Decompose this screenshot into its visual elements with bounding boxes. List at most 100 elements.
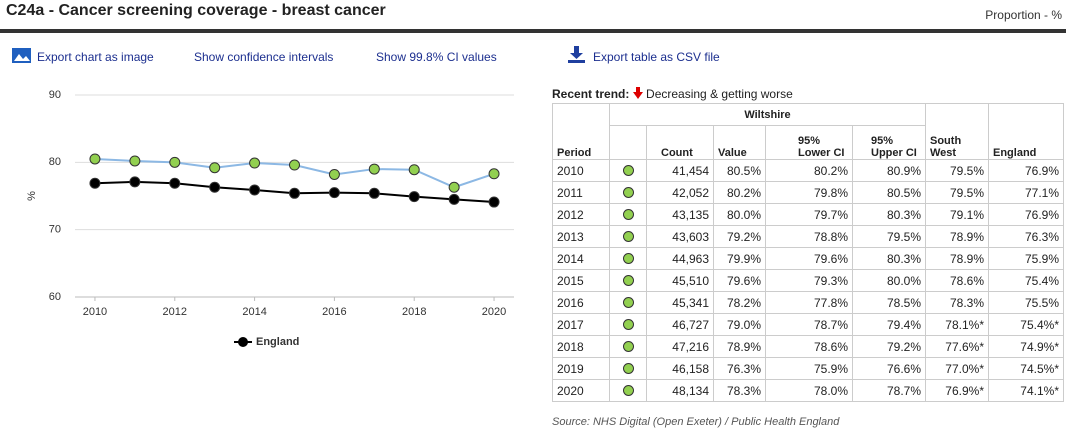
value-cell: 80.9% — [852, 159, 926, 182]
table-row: 2020 48,134 78.3% 78.0% 78.7% 76.9%* 74.1%* — [552, 379, 1064, 402]
value-cell: 78.1%* — [925, 313, 989, 336]
value-cell: 78.6% — [765, 335, 853, 358]
data-point — [89, 177, 101, 189]
value-cell: 75.5% — [988, 291, 1064, 314]
data-point — [169, 177, 181, 189]
header-cell: 95% Upper CI — [852, 125, 926, 160]
status-cell — [609, 203, 647, 226]
legend-marker — [238, 337, 248, 347]
value-cell: 76.9% — [988, 159, 1064, 182]
data-point — [289, 159, 300, 171]
table-row: 2019 46,158 76.3% 75.9% 76.6% 77.0%* 74.5%* — [552, 357, 1064, 380]
export-image-link[interactable]: Export chart as image — [37, 50, 154, 64]
value-cell: 78.7% — [852, 379, 926, 402]
unit-label: Proportion - % — [985, 8, 1062, 22]
period-cell: 2017 — [552, 313, 610, 336]
value-cell: 78.0% — [765, 379, 853, 402]
value-cell: 78.6% — [925, 269, 989, 292]
export-csv-link[interactable]: Export table as CSV file — [593, 50, 720, 64]
image-icon — [12, 48, 31, 63]
value-cell: 79.6% — [713, 269, 766, 292]
status-dot — [622, 385, 634, 396]
value-cell: 76.3% — [988, 225, 1064, 248]
period-cell: 2019 — [552, 357, 610, 380]
value-cell: 78.9% — [925, 247, 989, 270]
value-cell: 44,963 — [646, 247, 714, 270]
value-cell: 79.2% — [852, 335, 926, 358]
period-cell: 2011 — [552, 181, 610, 204]
status-cell — [609, 159, 647, 182]
page-title: C24a - Cancer screening coverage - breas… — [6, 2, 386, 19]
table-row: 2012 43,135 80.0% 79.7% 80.3% 79.1% 76.9% — [552, 203, 1064, 226]
value-cell: 80.5% — [713, 159, 766, 182]
status-cell — [609, 291, 647, 314]
table-row: 2017 46,727 79.0% 78.7% 79.4% 78.1%* 75.4%* — [552, 313, 1064, 336]
value-cell: 79.7% — [765, 203, 853, 226]
data-table: Period Wiltshire South West England Coun… — [552, 103, 1064, 402]
value-cell: 80.0% — [713, 203, 766, 226]
status-dot — [622, 275, 634, 286]
value-cell: 78.3% — [925, 291, 989, 314]
title-rule — [0, 29, 1066, 33]
value-cell: 45,341 — [646, 291, 714, 314]
ci-values-link[interactable]: Show 99.8% CI values — [376, 50, 497, 64]
value-cell: 78.3% — [713, 379, 766, 402]
y-tick-label: 90 — [49, 89, 61, 101]
trend-label: Recent trend: — [552, 87, 630, 101]
header-cell: Period — [552, 103, 610, 160]
data-point — [488, 196, 500, 208]
legend-label: England — [256, 336, 299, 348]
value-cell: 77.6%* — [925, 335, 989, 358]
status-cell — [609, 335, 647, 358]
x-tick-label: 2010 — [83, 306, 107, 318]
header-cell: 95% Lower CI — [765, 125, 853, 160]
header-cell: South West — [925, 103, 989, 160]
status-dot — [622, 165, 634, 176]
value-cell: 79.9% — [713, 247, 766, 270]
data-point — [209, 162, 221, 174]
value-cell: 77.8% — [765, 291, 853, 314]
confidence-link[interactable]: Show confidence intervals — [194, 50, 334, 64]
status-cell — [609, 357, 647, 380]
period-cell: 2014 — [552, 247, 610, 270]
value-cell: 48,134 — [646, 379, 714, 402]
value-cell: 79.4% — [852, 313, 926, 336]
header-cell: England — [988, 103, 1064, 160]
status-dot — [622, 253, 634, 264]
value-cell: 74.9%* — [988, 335, 1064, 358]
table-row: 2015 45,510 79.6% 79.3% 80.0% 78.6% 75.4% — [552, 269, 1064, 292]
value-cell: 47,216 — [646, 335, 714, 358]
data-point — [368, 163, 380, 175]
table-row: 2013 43,603 79.2% 78.8% 79.5% 78.9% 76.3% — [552, 225, 1064, 248]
value-cell: 75.4% — [988, 269, 1064, 292]
value-cell: 74.1%* — [988, 379, 1064, 402]
data-point — [328, 168, 340, 180]
status-dot — [622, 363, 634, 374]
status-dot — [622, 231, 634, 242]
value-cell: 43,135 — [646, 203, 714, 226]
value-cell: 75.9% — [765, 357, 853, 380]
value-cell: 78.9% — [713, 335, 766, 358]
value-cell: 78.9% — [925, 225, 989, 248]
value-cell: 75.4%* — [988, 313, 1064, 336]
x-tick-label: 2018 — [402, 306, 426, 318]
value-cell: 74.5%* — [988, 357, 1064, 380]
value-cell: 42,052 — [646, 181, 714, 204]
x-tick-label: 2016 — [322, 306, 346, 318]
value-cell: 79.0% — [713, 313, 766, 336]
status-cell — [609, 313, 647, 336]
data-point — [448, 193, 460, 205]
table-row: 2014 44,963 79.9% 79.6% 80.3% 78.9% 75.9% — [552, 247, 1064, 270]
value-cell: 78.2% — [713, 291, 766, 314]
value-cell: 78.8% — [765, 225, 853, 248]
value-cell: 77.0%* — [925, 357, 989, 380]
value-cell: 79.5% — [925, 181, 989, 204]
x-tick-label: 2012 — [163, 306, 187, 318]
header-cell: Count — [646, 125, 714, 160]
value-cell: 76.3% — [713, 357, 766, 380]
value-cell: 45,510 — [646, 269, 714, 292]
recent-trend: Recent trend: Decreasing & getting worse — [552, 87, 793, 101]
data-point — [129, 176, 141, 188]
data-point — [448, 181, 460, 193]
